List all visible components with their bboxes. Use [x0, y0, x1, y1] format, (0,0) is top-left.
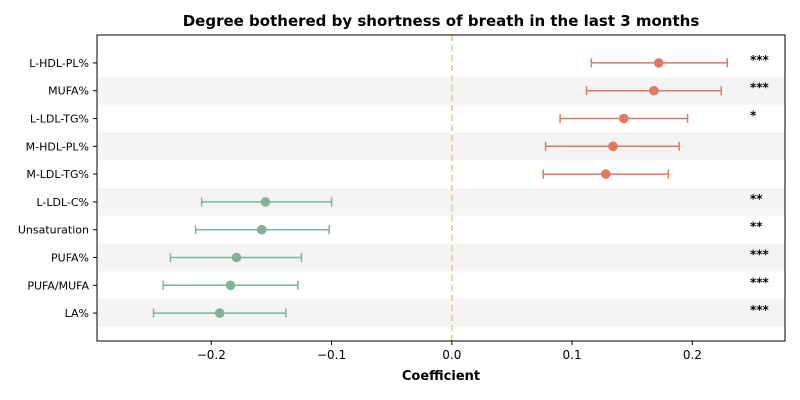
coefficient-point [649, 85, 659, 96]
coefficient-point [214, 308, 225, 318]
coefficient-point [653, 58, 664, 68]
x-axis-label: Coefficient [402, 369, 480, 384]
data-marks [152, 58, 729, 318]
coefficient-point [260, 197, 271, 207]
x-tick-label: 0.2 [683, 348, 702, 362]
y-category-label: LA% [65, 307, 89, 320]
y-category-label: PUFA/MUFA [27, 279, 89, 292]
y-category-label: Unsaturation [18, 224, 89, 237]
y-category-label: M-HDL-PL% [26, 140, 89, 153]
coefficient-point [225, 280, 236, 291]
coefficient-point [608, 141, 618, 152]
y-category-label: L-LDL-C% [36, 196, 89, 209]
row-stripes [97, 76, 785, 327]
row-stripe [97, 132, 785, 161]
x-tick-label: −0.1 [317, 348, 346, 362]
coefficient-point [231, 252, 242, 263]
y-category-label: PUFA% [51, 252, 89, 265]
coefficient-point [619, 113, 629, 124]
x-tick-label: 0.1 [563, 348, 582, 362]
chart-title: Degree bothered by shortness of breath i… [183, 12, 700, 30]
x-axis: −0.2 −0.1 0.0 0.1 0.2 [197, 341, 702, 362]
row-stripe [97, 188, 785, 216]
y-category-label: L-HDL-PL% [29, 57, 89, 70]
y-category-label: M-LDL-TG% [26, 168, 89, 181]
y-axis: L-HDL-PL% MUFA% L-LDL-TG% M-HDL-PL% M-LDL-TG… [18, 57, 97, 320]
plot-frame [96, 34, 786, 342]
significance-label: *** [750, 303, 770, 317]
significance-label: ** [750, 192, 763, 206]
significance-label: * [750, 109, 757, 123]
significance-label: *** [750, 248, 770, 262]
significance-label: *** [750, 275, 770, 289]
significance-label: ** [750, 220, 763, 234]
coefficient-point [256, 224, 267, 235]
coefficient-point [600, 169, 611, 179]
significance-label: *** [750, 81, 770, 95]
y-category-label: MUFA% [48, 85, 89, 98]
significance-labels: ******************** [750, 53, 770, 317]
significance-label: *** [750, 53, 770, 67]
x-tick-label: −0.2 [197, 348, 226, 362]
x-tick-label: 0.0 [442, 348, 461, 362]
y-category-label: L-LDL-TG% [30, 113, 89, 126]
